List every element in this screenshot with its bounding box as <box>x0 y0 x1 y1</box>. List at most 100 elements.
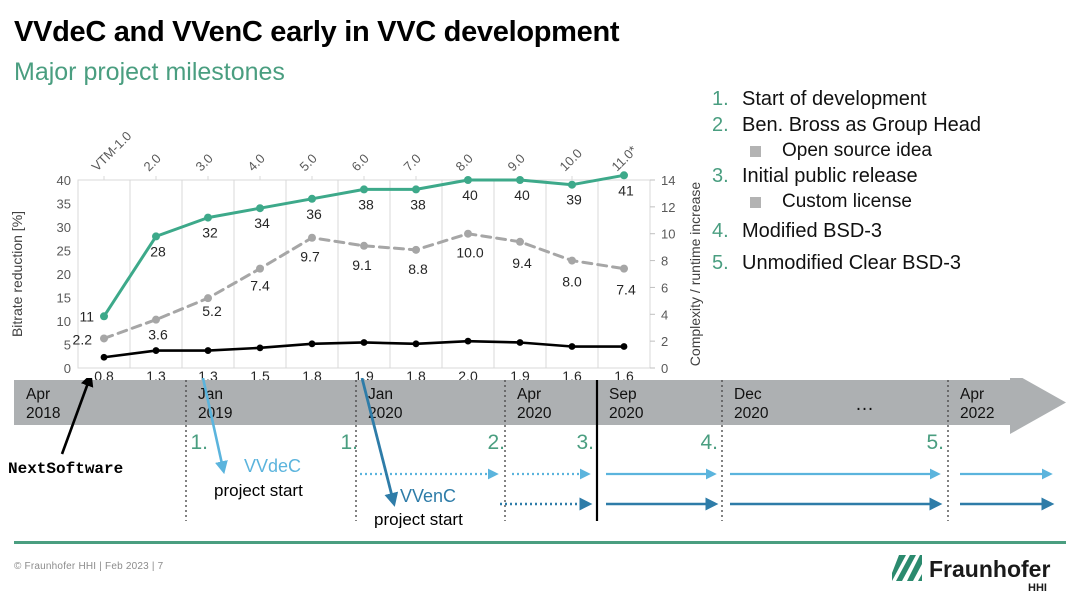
milestone-sublabel: Custom license <box>782 191 912 212</box>
milestone-item-1: 1. Start of development <box>712 88 1080 111</box>
x-axis-tick-label: 5.0 <box>297 151 320 174</box>
timeline-year: 2018 <box>26 405 60 422</box>
timeline-marker: 3. <box>576 431 594 454</box>
timeline-month: Sep <box>609 386 637 403</box>
x-axis-tick-label: 11.0* <box>609 143 640 174</box>
slide-title: VVdeC and VVenC early in VVC development <box>14 16 620 48</box>
data-label: 1.6 <box>614 368 634 382</box>
svg-text:0: 0 <box>64 361 71 376</box>
data-point <box>308 194 316 203</box>
data-label: 40 <box>462 187 478 203</box>
data-point <box>256 204 264 213</box>
timeline-marker: 1. <box>340 431 358 454</box>
data-label: 5.2 <box>202 303 222 319</box>
svg-text:14: 14 <box>661 173 675 188</box>
data-label: 2.2 <box>73 331 93 347</box>
footer-divider <box>14 541 1066 544</box>
data-point <box>516 176 524 184</box>
svg-text:8: 8 <box>661 254 668 269</box>
data-point <box>412 340 420 348</box>
svg-text:5: 5 <box>64 338 71 353</box>
data-point <box>620 343 628 350</box>
data-label: 8.0 <box>562 274 582 290</box>
svg-text:15: 15 <box>57 291 71 306</box>
svg-text:6: 6 <box>661 280 668 295</box>
x-axis-tick-label: 8.0 <box>453 151 476 174</box>
milestone-item-5: 5. Unmodified Clear BSD-3 <box>712 252 1080 275</box>
vvenc-caption: project start <box>374 510 463 528</box>
milestone-subitem-3: Custom license <box>750 191 1080 213</box>
milestone-number: 5. <box>712 252 729 274</box>
data-point <box>308 233 316 242</box>
milestone-list: 1. Start of development 2. Ben. Bross as… <box>712 88 1080 278</box>
svg-text:12: 12 <box>661 200 675 215</box>
data-label: 36 <box>306 206 322 222</box>
timeline-year: 2020 <box>368 405 403 422</box>
x-axis-tick-label: 10.0 <box>557 146 586 175</box>
timeline-year: 2019 <box>198 405 232 422</box>
data-label: 1.8 <box>302 368 322 382</box>
footer-copyright: © Fraunhofer HHI | Feb 2023 | 7 <box>14 561 164 572</box>
data-point <box>360 241 368 250</box>
data-label: 2.0 <box>458 368 478 382</box>
data-label: 1.9 <box>354 368 374 382</box>
data-point <box>256 344 264 352</box>
data-label: 1.8 <box>406 368 426 382</box>
data-point <box>100 334 108 343</box>
data-point <box>464 229 472 238</box>
svg-text:10: 10 <box>57 314 71 329</box>
svg-text:25: 25 <box>57 244 71 259</box>
data-point <box>568 256 576 265</box>
svg-text:2: 2 <box>661 334 668 349</box>
fraunhofer-institute-tag: HHI <box>1028 582 1047 593</box>
svg-text:20: 20 <box>57 267 71 282</box>
x-axis-tick-label: 9.0 <box>505 151 528 174</box>
data-label: 40 <box>514 187 530 203</box>
data-label: 9.4 <box>512 255 532 271</box>
data-label: 9.1 <box>352 257 372 273</box>
data-point <box>412 185 420 194</box>
fraunhofer-wordmark: Fraunhofer <box>929 556 1050 582</box>
data-label: 34 <box>254 215 270 231</box>
timeline-month: Dec <box>734 386 762 403</box>
timeline-marker: 4. <box>700 431 718 454</box>
data-label: 11 <box>79 308 94 324</box>
data-label: 28 <box>150 243 166 259</box>
y-axis-label: Bitrate reduction [%] <box>9 211 25 337</box>
data-point <box>360 339 368 346</box>
timeline-marker: 5. <box>926 431 944 454</box>
data-label: 3.6 <box>148 327 168 343</box>
timeline-year: 2020 <box>734 405 769 422</box>
svg-text:0: 0 <box>661 361 668 376</box>
timeline-bar <box>14 378 1066 434</box>
data-point <box>360 185 368 194</box>
timeline-month: Jan <box>368 386 393 403</box>
milestone-subitem-2: Open source idea <box>750 140 1080 162</box>
timeline-month: Apr <box>26 386 50 403</box>
data-point <box>516 339 524 346</box>
data-point <box>464 176 472 184</box>
nextsoftware-label: NextSoftware <box>8 460 123 478</box>
data-label: 0.8 <box>94 368 114 382</box>
milestone-number: 2. <box>712 114 729 136</box>
data-point <box>204 347 212 354</box>
svg-text:35: 35 <box>57 197 71 212</box>
data-label: 9.7 <box>300 249 320 265</box>
timeline-marker: 1. <box>190 431 208 454</box>
milestone-number: 3. <box>712 165 729 187</box>
data-label: 10.0 <box>456 245 483 261</box>
milestone-sublabel: Open source idea <box>782 140 932 161</box>
data-label: 32 <box>202 225 218 241</box>
milestone-number: 1. <box>712 88 729 110</box>
x-axis-tick-label: VTM-1.0 <box>89 128 135 174</box>
milestone-item-3: 3. Initial public release <box>712 165 1080 188</box>
svg-text:10: 10 <box>661 227 675 242</box>
x-axis-tick-label: 7.0 <box>401 151 424 174</box>
data-point <box>100 353 108 361</box>
svg-text:40: 40 <box>57 173 71 188</box>
vvenc-callout-arrow <box>360 378 399 507</box>
svg-text:30: 30 <box>57 220 71 235</box>
data-label: 1.3 <box>146 368 166 382</box>
data-label: 1.5 <box>250 368 270 382</box>
